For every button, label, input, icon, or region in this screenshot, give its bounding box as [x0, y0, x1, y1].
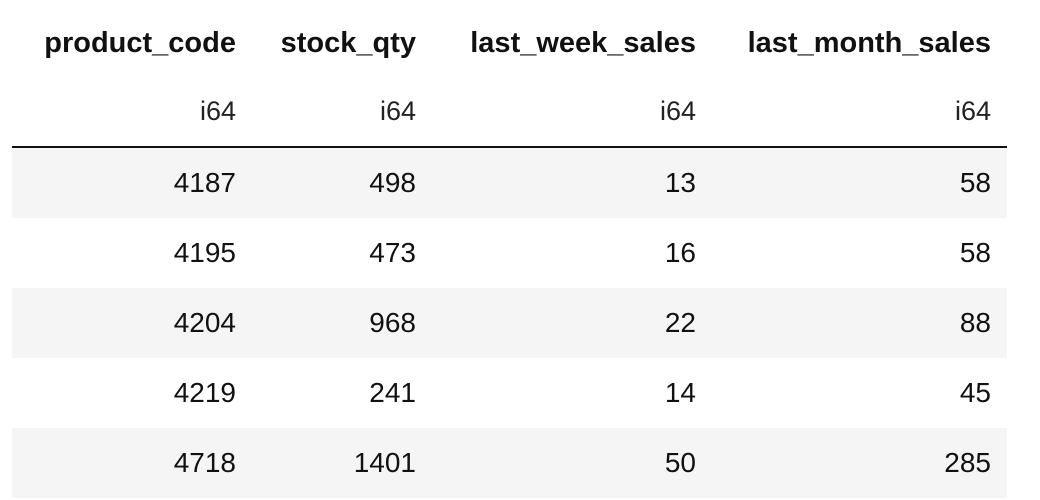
cell-last-week-sales: 16 — [432, 218, 712, 288]
cell-last-month-sales: 285 — [712, 428, 1007, 498]
column-dtype-stock-qty: i64 — [252, 76, 432, 148]
cell-last-month-sales: 45 — [712, 358, 1007, 428]
column-dtype-last-week-sales: i64 — [432, 76, 712, 148]
cell-product-code: 4718 — [12, 428, 252, 498]
column-header-product-code: product_code — [44, 26, 236, 59]
cell-stock-qty: 473 — [252, 218, 432, 288]
cell-stock-qty: 968 — [252, 288, 432, 358]
table-header: product_code stock_qty last_week_sales l… — [12, 10, 1007, 148]
cell-stock-qty: 1401 — [252, 428, 432, 498]
cell-last-month-sales: 58 — [712, 218, 1007, 288]
column-dtype-product-code: i64 — [12, 76, 252, 148]
column-names-row: product_code stock_qty last_week_sales l… — [12, 10, 1007, 76]
cell-stock-qty: 498 — [252, 147, 432, 218]
table-row: 4219 241 14 45 — [12, 358, 1007, 428]
cell-last-week-sales: 14 — [432, 358, 712, 428]
cell-product-code: 4187 — [12, 147, 252, 218]
cell-stock-qty: 241 — [252, 358, 432, 428]
dataframe-table-container: product_code stock_qty last_week_sales l… — [12, 10, 1007, 498]
table-row: 4204 968 22 88 — [12, 288, 1007, 358]
dataframe-table: product_code stock_qty last_week_sales l… — [12, 10, 1007, 498]
cell-product-code: 4219 — [12, 358, 252, 428]
cell-last-month-sales: 58 — [712, 147, 1007, 218]
column-dtypes-row: i64 i64 i64 i64 — [12, 76, 1007, 148]
table-body: 4187 498 13 58 4195 473 16 58 4204 968 2… — [12, 147, 1007, 498]
cell-last-week-sales: 50 — [432, 428, 712, 498]
column-header-last-week-sales: last_week_sales — [470, 26, 696, 59]
table-row: 4187 498 13 58 — [12, 147, 1007, 218]
cell-last-week-sales: 13 — [432, 147, 712, 218]
cell-last-month-sales: 88 — [712, 288, 1007, 358]
column-header-stock-qty: stock_qty — [280, 26, 416, 59]
cell-product-code: 4195 — [12, 218, 252, 288]
column-dtype-last-month-sales: i64 — [712, 76, 1007, 148]
cell-last-week-sales: 22 — [432, 288, 712, 358]
cell-product-code: 4204 — [12, 288, 252, 358]
table-row: 4195 473 16 58 — [12, 218, 1007, 288]
table-row: 4718 1401 50 285 — [12, 428, 1007, 498]
column-header-last-month-sales: last_month_sales — [747, 26, 991, 59]
